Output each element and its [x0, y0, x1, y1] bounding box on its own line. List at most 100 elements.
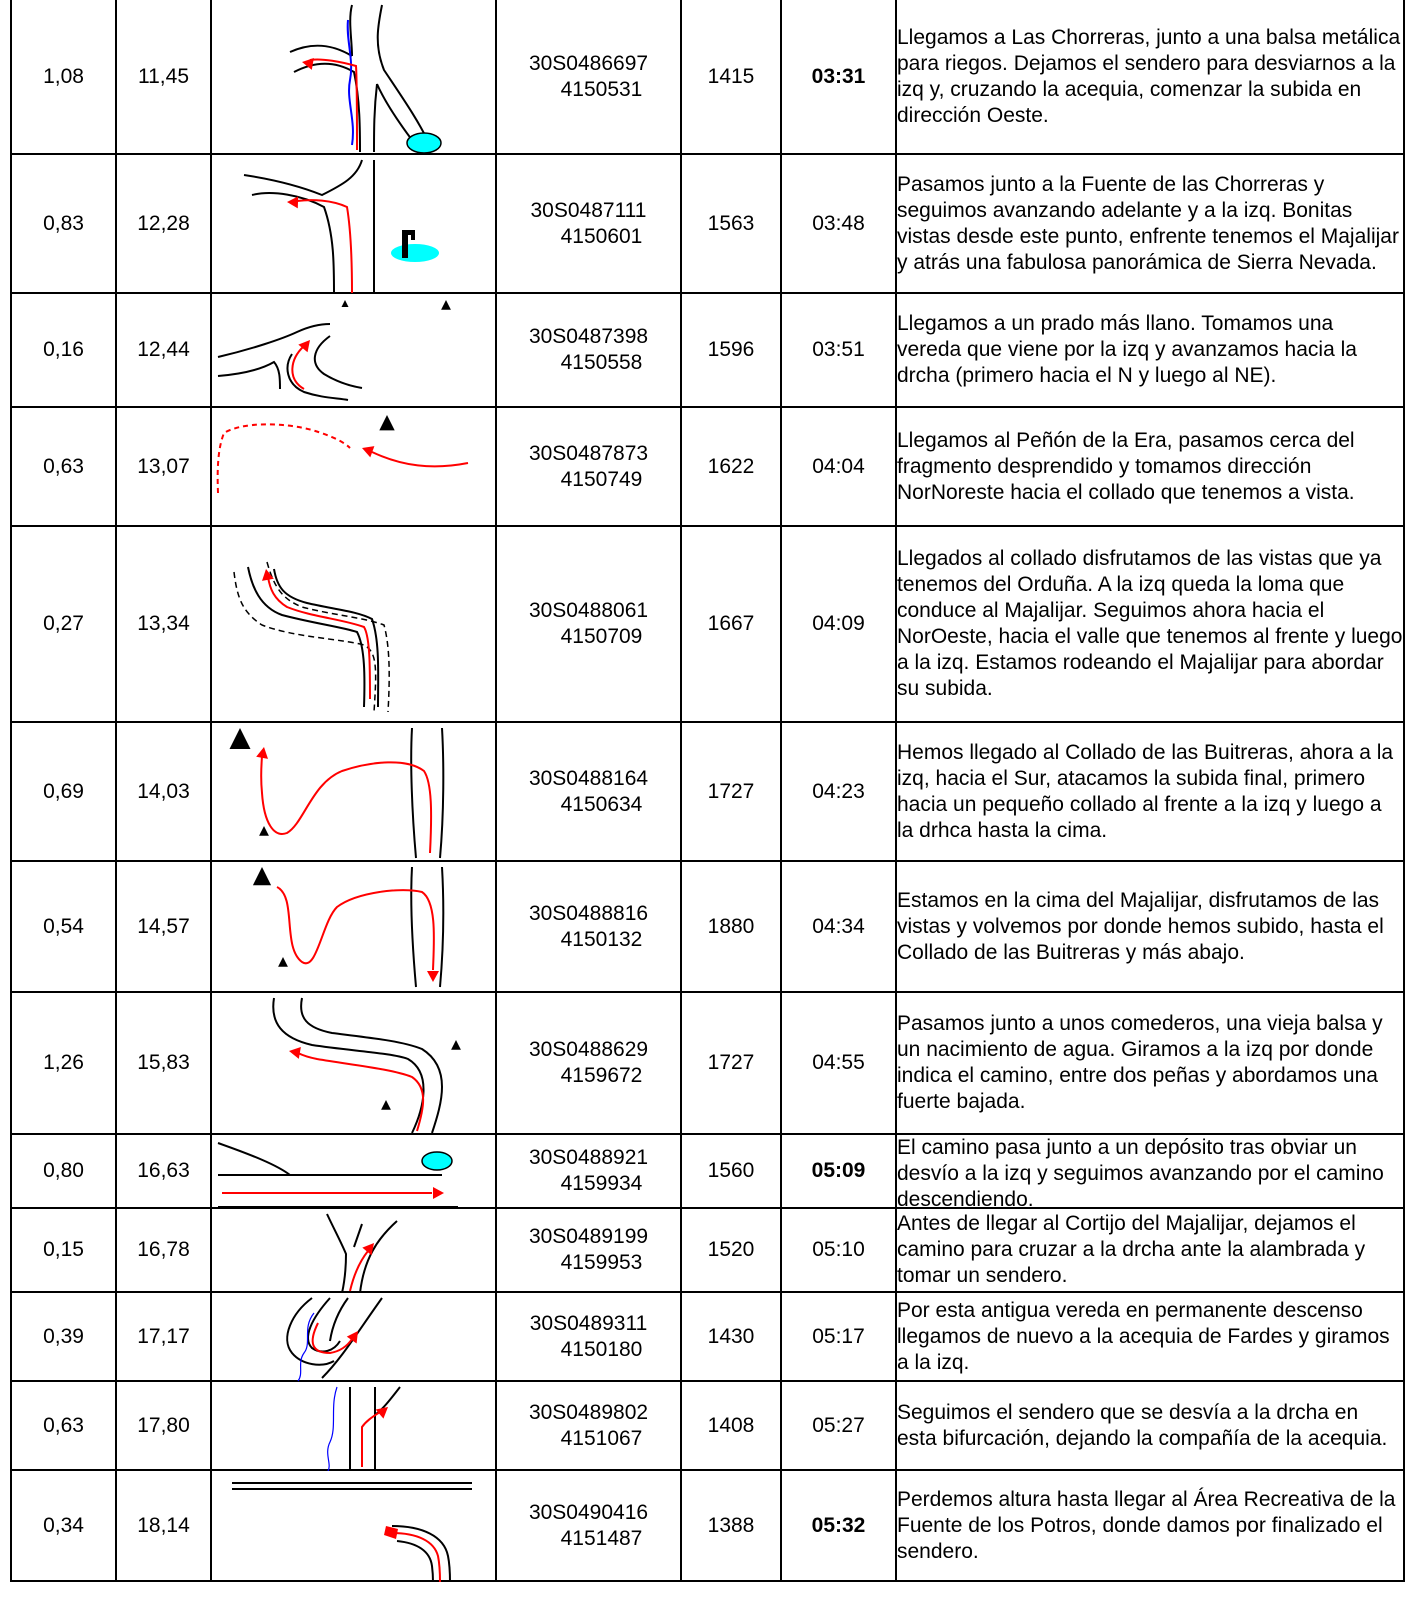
elapsed-time: 04:34	[780, 860, 897, 993]
route-sketch	[210, 406, 497, 527]
altitude: 1880	[680, 860, 782, 993]
rock-curve-icon	[216, 415, 469, 494]
utm-easting: 30S0488629	[528, 1038, 649, 1061]
partial-distance: 0,63	[10, 1380, 117, 1471]
total-distance: 16,78	[115, 1207, 212, 1293]
table-row: 0,34 18,14 30S0490416 4151487 1388 05:32…	[10, 1469, 1405, 1582]
partial-distance: 1,08	[10, 0, 117, 155]
waypoint-description: Pasamos junto a la Fuente de las Chorrer…	[895, 153, 1405, 294]
waypoint-description: Perdemos altura hasta llegar al Área Rec…	[895, 1469, 1405, 1582]
waypoint-description: Llegamos al Peñón de la Era, pasamos cer…	[895, 406, 1405, 527]
utm-coordinates: 30S0488164 4150634	[495, 721, 682, 862]
partial-distance: 0,69	[10, 721, 117, 862]
summit-return-icon	[252, 866, 445, 988]
utm-coordinates: 30S0489311 4150180	[495, 1291, 682, 1382]
waypoint-description: Llegados al collado disfrutamos de las v…	[895, 525, 1405, 723]
waypoint-description: Seguimos el sendero que se desvía a la d…	[895, 1380, 1405, 1471]
waypoint-description: Llegamos a Las Chorreras, junto a una ba…	[895, 0, 1405, 155]
total-distance: 12,28	[115, 153, 212, 294]
route-sketch	[210, 292, 497, 408]
utm-coordinates: 30S0487873 4150749	[495, 406, 682, 527]
description-text: Por esta antigua vereda en permanente de…	[897, 1298, 1390, 1374]
description-text: Llegados al collado disfrutamos de las v…	[897, 547, 1403, 700]
altitude: 1388	[680, 1469, 782, 1582]
route-table-body: 1,08 11,45 30S0486697 4150531 1415 03:31…	[10, 0, 1405, 1582]
route-sketch	[210, 991, 497, 1135]
utm-easting: 30S0486697	[528, 51, 649, 75]
elapsed-time: 05:09	[780, 1133, 897, 1209]
utm-easting: 30S0489311	[529, 1311, 648, 1335]
elapsed-time: 04:55	[780, 991, 897, 1135]
elapsed-time: 05:10	[780, 1207, 897, 1293]
description-text: El camino pasa junto a un depósito tras …	[897, 1136, 1384, 1207]
utm-northing: 4150601	[560, 224, 643, 248]
elapsed-time: 05:17	[780, 1291, 897, 1382]
altitude: 1560	[680, 1133, 782, 1209]
waypoint-description: Antes de llegar al Cortijo del Majalijar…	[895, 1207, 1405, 1293]
route-sketch	[210, 525, 497, 723]
total-distance: 14,03	[115, 721, 212, 862]
utm-northing: 4150558	[560, 351, 643, 374]
altitude: 1622	[680, 406, 782, 527]
total-distance: 13,07	[115, 406, 212, 527]
description-text: Llegamos a Las Chorreras, junto a una ba…	[897, 25, 1401, 127]
altitude: 1415	[680, 0, 782, 155]
descent-turn-icon	[272, 997, 461, 1134]
altitude: 1727	[680, 721, 782, 862]
utm-coordinates: 30S0488061 4150709	[495, 525, 682, 723]
description-text: Perdemos altura hasta llegar al Área Rec…	[897, 1487, 1396, 1563]
partial-distance: 0,63	[10, 406, 117, 527]
utm-coordinates: 30S0487398 4150558	[495, 292, 682, 408]
elapsed-time: 04:09	[780, 525, 897, 723]
route-table: 1,08 11,45 30S0486697 4150531 1415 03:31…	[10, 0, 1405, 1582]
pass-path-icon	[233, 561, 390, 713]
partial-distance: 0,54	[10, 860, 117, 993]
altitude: 1430	[680, 1291, 782, 1382]
total-distance: 15,83	[115, 991, 212, 1135]
deposit-road-icon	[217, 1142, 458, 1208]
waypoint-description: Pasamos junto a unos comederos, una viej…	[895, 991, 1405, 1135]
table-row: 0,15 16,78 30S0489199 4159953 1520 05:10…	[10, 1207, 1405, 1293]
fountain-junction-icon	[243, 159, 439, 294]
partial-distance: 0,83	[10, 153, 117, 294]
partial-distance: 0,16	[10, 292, 117, 408]
utm-easting: 30S0487873	[528, 441, 649, 465]
utm-easting: 30S0488921	[528, 1146, 649, 1169]
description-text: Llegamos a un prado más llano. Tomamos u…	[897, 312, 1357, 387]
total-distance: 14,57	[115, 860, 212, 993]
table-row: 0,63 13,07 30S0487873 4150749 1622 04:04…	[10, 406, 1405, 527]
utm-northing: 4150634	[560, 792, 643, 816]
utm-easting: 30S0487111	[530, 198, 647, 222]
description-text: Antes de llegar al Cortijo del Majalijar…	[897, 1212, 1366, 1287]
description-text: Estamos en la cima del Majalijar, disfru…	[897, 888, 1384, 964]
route-sketch	[210, 1469, 497, 1582]
utm-northing: 4150709	[560, 625, 643, 648]
total-distance: 11,45	[115, 0, 212, 155]
table-row: 0,83 12,28 30S0487111 4150601 1563 03:48…	[10, 153, 1405, 294]
altitude: 1520	[680, 1207, 782, 1293]
utm-coordinates: 30S0488816 4150132	[495, 860, 682, 993]
path-junction-water-icon	[289, 4, 442, 154]
elapsed-time: 04:04	[780, 406, 897, 527]
utm-easting: 30S0487398	[528, 325, 649, 348]
partial-distance: 0,39	[10, 1291, 117, 1382]
acequia-turn-icon	[286, 1297, 383, 1382]
table-row: 0,27 13,34 30S0488061 4150709 1667 04:09…	[10, 525, 1405, 723]
utm-coordinates: 30S0486697 4150531	[495, 0, 682, 155]
utm-northing: 4159672	[560, 1064, 643, 1087]
description-text: Pasamos junto a la Fuente de las Chorrer…	[897, 172, 1399, 274]
description-text: Pasamos junto a unos comederos, una viej…	[897, 1012, 1383, 1113]
table-row: 0,69 14,03 30S0488164 4150634 1727 04:23…	[10, 721, 1405, 862]
utm-easting: 30S0488061	[528, 599, 649, 622]
waypoint-description: Estamos en la cima del Majalijar, disfru…	[895, 860, 1405, 993]
table-row: 1,26 15,83 30S0488629 4159672 1727 04:55…	[10, 991, 1405, 1135]
route-sketch	[210, 1291, 497, 1382]
utm-easting: 30S0488164	[528, 766, 649, 790]
partial-distance: 0,80	[10, 1133, 117, 1209]
table-row: 0,39 17,17 30S0489311 4150180 1430 05:17…	[10, 1291, 1405, 1382]
elapsed-time: 03:51	[780, 292, 897, 408]
utm-coordinates: 30S0489199 4159953	[495, 1207, 682, 1293]
description-text: Hemos llegado al Collado de las Buitrera…	[897, 740, 1394, 842]
recreation-area-icon	[232, 1482, 472, 1582]
meadow-fork-icon	[217, 300, 451, 401]
